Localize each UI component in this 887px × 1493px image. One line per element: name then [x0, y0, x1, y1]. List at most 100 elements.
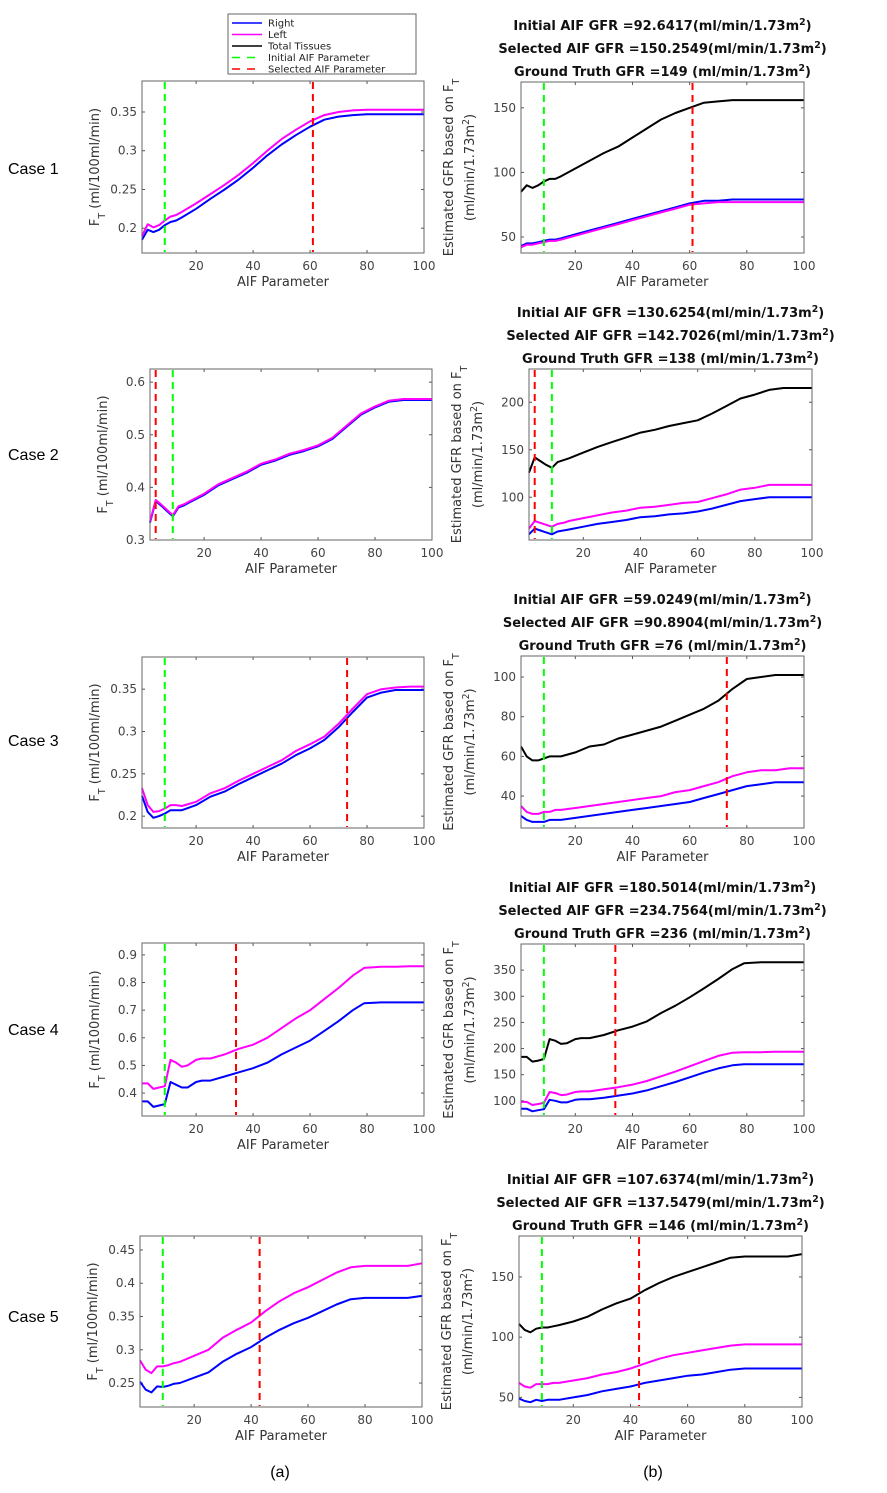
x-axis-label: AIF Parameter [625, 562, 718, 577]
y-tick-label: 0.7 [118, 1003, 137, 1017]
case-label-5: Case 5 [8, 1309, 59, 1326]
x-tick-label: 80 [359, 834, 374, 848]
y-tick-label: 50 [501, 230, 516, 244]
x-tick-label: 60 [300, 1413, 315, 1427]
y-tick-label: 40 [501, 789, 516, 803]
y-axis-label-line-2: (ml/min/1.73m2) [461, 114, 479, 221]
chart-title-line-3: Ground Truth GFR =76 (ml/min/1.73m2) [519, 637, 807, 655]
chart-title-line-2: Selected AIF GFR =234.7564(ml/min/1.73m2… [498, 902, 826, 920]
x-tick-label: 40 [623, 1413, 638, 1427]
plot-area [142, 657, 424, 828]
case-label-4: Case 4 [8, 1022, 59, 1039]
y-tick-label: 150 [493, 1068, 516, 1082]
y-tick-label: 0.3 [118, 144, 137, 158]
series-line-right [141, 113, 424, 241]
x-axis-label: AIF Parameter [237, 850, 330, 865]
series-line-right [142, 1001, 424, 1108]
chart-title-line-1: Initial AIF GFR =59.0249(ml/min/1.73m2) [513, 591, 811, 609]
plot-area [521, 656, 804, 828]
x-tick-label: 100 [421, 546, 444, 560]
x-tick-label: 40 [253, 546, 268, 560]
x-tick-label: 20 [186, 1413, 201, 1427]
y-tick-label: 100 [493, 670, 516, 684]
axes-frame [528, 368, 813, 541]
y-tick-label: 0.3 [126, 533, 145, 547]
y-tick-label: 0.5 [126, 428, 145, 442]
x-tick-label: 20 [576, 546, 591, 560]
y-tick-label: 0.2 [118, 221, 137, 235]
y-tick-label: 80 [501, 710, 516, 724]
y-tick-label: 350 [493, 963, 516, 977]
x-tick-label: 100 [793, 834, 816, 848]
y-tick-label: 0.8 [118, 976, 137, 990]
axes-frame [520, 655, 805, 829]
chart-title-line-1: Initial AIF GFR =107.6374(ml/min/1.73m2) [507, 1171, 814, 1189]
chart-title-line-3: Ground Truth GFR =236 (ml/min/1.73m2) [514, 925, 811, 943]
x-axis-label: AIF Parameter [237, 1138, 330, 1153]
y-tick-label: 0.4 [118, 1086, 137, 1100]
series-line-left [521, 1050, 804, 1106]
chart-title-line-3: Ground Truth GFR =146 (ml/min/1.73m2) [512, 1217, 809, 1235]
y-tick-label: 150 [491, 1270, 514, 1284]
y-tick-label: 0.4 [116, 1276, 135, 1290]
y-tick-label: 0.6 [126, 375, 145, 389]
x-tick-label: 100 [411, 1413, 434, 1427]
x-tick-label: 20 [568, 1122, 583, 1136]
x-tick-label: 80 [357, 1413, 372, 1427]
chart-title-line-1: Initial AIF GFR =180.5014(ml/min/1.73m2) [509, 879, 816, 897]
x-tick-label: 40 [243, 1413, 258, 1427]
x-tick-label: 80 [359, 259, 374, 273]
chart-title-line-1: Initial AIF GFR =92.6417(ml/min/1.73m2) [513, 17, 811, 35]
x-axis-label: AIF Parameter [235, 1429, 328, 1444]
x-tick-label: 100 [793, 1122, 816, 1136]
axes-frame [141, 80, 425, 254]
legend-label-total-tissues: Total Tissues [267, 42, 331, 53]
x-tick-label: 60 [310, 546, 325, 560]
chart-title-line-2: Selected AIF GFR =150.2549(ml/min/1.73m2… [498, 40, 826, 58]
x-tick-label: 100 [413, 259, 436, 273]
x-tick-label: 100 [413, 1122, 436, 1136]
x-tick-label: 40 [625, 1122, 640, 1136]
x-tick-label: 80 [739, 834, 754, 848]
chart-title-line-2: Selected AIF GFR =137.5479(ml/min/1.73m2… [496, 1194, 824, 1212]
chart-title-line-2: Selected AIF GFR =90.8904(ml/min/1.73m2) [503, 614, 822, 632]
y-tick-label: 300 [493, 989, 516, 1003]
x-tick-label: 40 [625, 834, 640, 848]
legend-label-left: Left [268, 30, 287, 41]
chart-title-line-3: Ground Truth GFR =138 (ml/min/1.73m2) [522, 350, 819, 368]
x-tick-label: 80 [367, 546, 382, 560]
y-tick-label: 100 [493, 165, 516, 179]
x-tick-label: 20 [568, 834, 583, 848]
x-tick-label: 80 [747, 546, 762, 560]
x-tick-label: 40 [245, 1122, 260, 1136]
case-label-3: Case 3 [8, 733, 59, 750]
y-axis-label-line-2: (ml/min/1.73m2) [459, 1268, 477, 1375]
panel-label-b: (b) [643, 1464, 663, 1481]
y-tick-label: 150 [501, 443, 524, 457]
x-tick-label: 20 [188, 1122, 203, 1136]
chart-case-2-b: 20 40 60 80 100 100 150 200 AIF Parameter Estimat… [450, 304, 835, 578]
axes-frame [139, 1235, 423, 1408]
x-axis-label: AIF Parameter [617, 1138, 710, 1153]
y-axis-label-line-2: (ml/min/1.73m2) [461, 688, 479, 795]
x-tick-label: 40 [633, 546, 648, 560]
x-tick-label: 100 [791, 1413, 814, 1427]
axes-frame [518, 1235, 803, 1408]
plot-area [519, 1236, 802, 1407]
y-tick-label: 100 [493, 1094, 516, 1108]
y-axis-label: FT (ml/100ml/min) [88, 108, 108, 226]
x-tick-label: 60 [682, 259, 697, 273]
x-tick-label: 40 [245, 259, 260, 273]
x-tick-label: 80 [739, 1122, 754, 1136]
series-line-left [520, 767, 804, 815]
case-label-1: Case 1 [8, 161, 59, 178]
chart-case-1-b: 20 40 60 80 100 50 100 150 AIF Parameter Estimate… [442, 17, 827, 291]
legend-label-initial-aif-parameter: Initial AIF Parameter [268, 53, 370, 64]
y-tick-label: 0.9 [118, 948, 137, 962]
plot-area [521, 82, 804, 253]
x-tick-label: 60 [682, 1122, 697, 1136]
plot-area [142, 81, 424, 253]
x-tick-label: 80 [359, 1122, 374, 1136]
